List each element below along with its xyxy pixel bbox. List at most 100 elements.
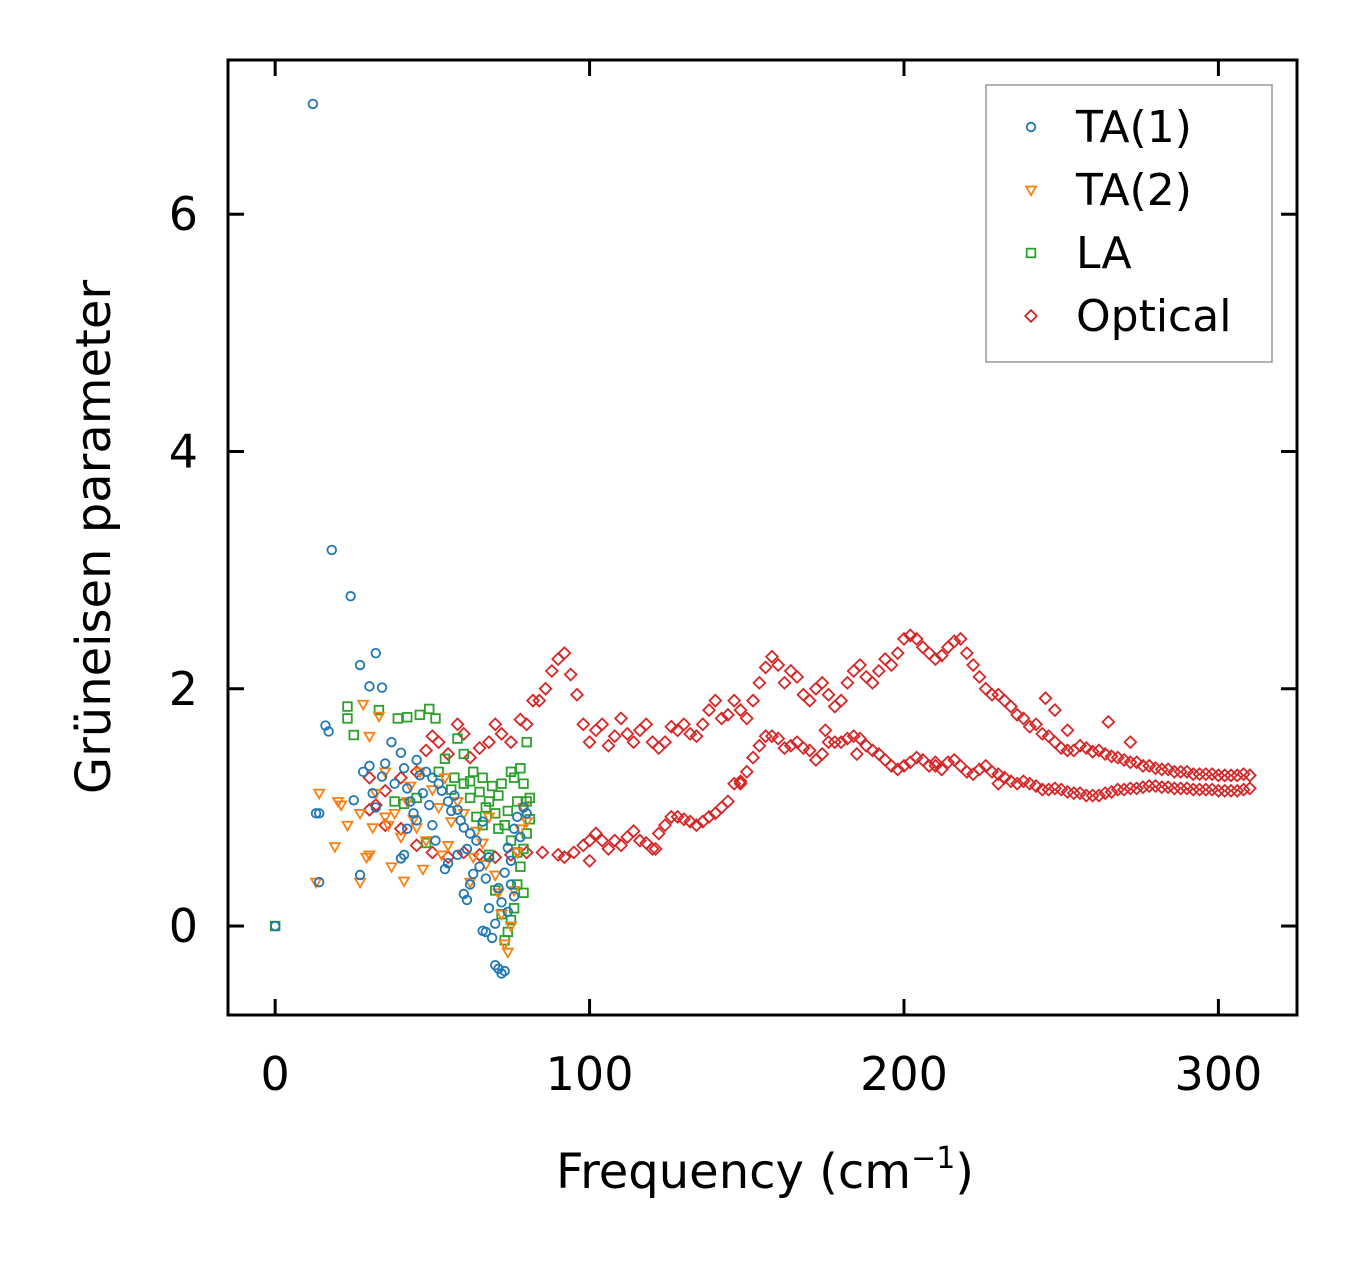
data-point: [689, 729, 704, 744]
data-point: [490, 918, 501, 929]
data-point: [480, 802, 492, 813]
data-point: [1167, 781, 1182, 796]
legend-label: TA(2): [1075, 165, 1192, 216]
data-point: [972, 762, 987, 777]
data-point: [1154, 762, 1169, 777]
data-point: [1104, 784, 1119, 800]
data-point: [865, 675, 880, 690]
data-point: [1022, 719, 1037, 734]
data-point: [777, 675, 792, 690]
data-point: [502, 906, 514, 917]
data-point: [474, 861, 485, 872]
legend-marker: [1025, 121, 1037, 133]
data-point: [366, 823, 380, 835]
data-point: [480, 873, 492, 884]
data-point: [515, 831, 526, 843]
data-point: [752, 675, 767, 690]
legend-marker: [1023, 308, 1039, 324]
data-point: [411, 754, 422, 766]
data-point: [940, 755, 956, 770]
data-point: [676, 717, 691, 732]
data-point: [1079, 788, 1094, 803]
data-point: [695, 717, 710, 732]
data-point: [419, 836, 433, 848]
data-point: [499, 965, 510, 977]
data-point: [903, 628, 918, 643]
data-point: [370, 802, 381, 813]
data-point: [488, 850, 503, 865]
data-point: [435, 850, 449, 862]
data-point: [613, 838, 629, 853]
data-point: [727, 693, 742, 708]
data-point: [403, 781, 417, 794]
data-point: [442, 857, 454, 869]
data-point: [362, 802, 377, 817]
data-point: [402, 712, 413, 723]
data-point: [398, 849, 410, 861]
data-point: [639, 717, 654, 732]
data-point: [504, 921, 518, 933]
data-point: [480, 926, 492, 938]
data-point: [450, 717, 465, 732]
data-point: [1085, 788, 1100, 803]
data-point: [532, 693, 547, 708]
data-point: [389, 778, 400, 789]
data-point: [269, 920, 281, 932]
data-point: [381, 820, 395, 833]
data-point: [884, 657, 899, 673]
data-point: [356, 699, 370, 712]
data-point: [1192, 767, 1207, 782]
data-point: [468, 766, 479, 778]
data-point: [934, 762, 949, 777]
data-point: [442, 796, 454, 807]
data-point: [733, 776, 748, 791]
data-point: [1060, 723, 1075, 738]
data-point: [626, 735, 641, 750]
data-point: [472, 740, 487, 756]
data-point: [364, 681, 375, 692]
data-point: [613, 711, 629, 726]
data-point: [348, 729, 359, 741]
data-point: [508, 823, 520, 834]
data-point: [834, 735, 849, 750]
data-point: [739, 711, 754, 726]
series-optical: [362, 628, 1257, 868]
data-point: [499, 867, 510, 878]
data-point: [364, 760, 375, 772]
x-axis-title-superscript: −1: [911, 1141, 955, 1176]
data-point: [1038, 691, 1053, 706]
data-point: [1060, 743, 1075, 758]
data-point: [354, 869, 366, 881]
y-tick-label: 4: [169, 424, 198, 478]
data-point: [538, 681, 553, 696]
data-point: [557, 850, 572, 865]
data-point: [871, 663, 886, 679]
data-point: [1230, 783, 1245, 798]
legend-entry: TA(2): [1024, 165, 1192, 216]
data-point: [477, 772, 488, 783]
data-point: [414, 709, 425, 721]
data-point: [521, 736, 532, 748]
data-point: [1123, 735, 1138, 750]
data-point: [493, 790, 504, 801]
data-point: [464, 792, 476, 804]
data-point: [802, 693, 817, 708]
data-point: [491, 888, 505, 900]
data-point: [376, 682, 388, 693]
data-point: [928, 755, 943, 770]
data-point: [818, 723, 833, 738]
legend-entry: LA: [1025, 228, 1132, 279]
data-point: [519, 845, 534, 860]
data-point: [378, 812, 392, 824]
data-point: [420, 766, 432, 778]
data-point: [821, 687, 836, 702]
plot-frame: [226, 58, 1299, 1017]
data-point: [380, 758, 391, 769]
data-point: [991, 776, 1006, 791]
data-point: [657, 818, 673, 833]
data-point: [458, 748, 470, 760]
plot-points: [269, 98, 1257, 979]
data-point: [535, 845, 550, 860]
data-point: [430, 713, 441, 724]
data-point: [815, 746, 830, 762]
